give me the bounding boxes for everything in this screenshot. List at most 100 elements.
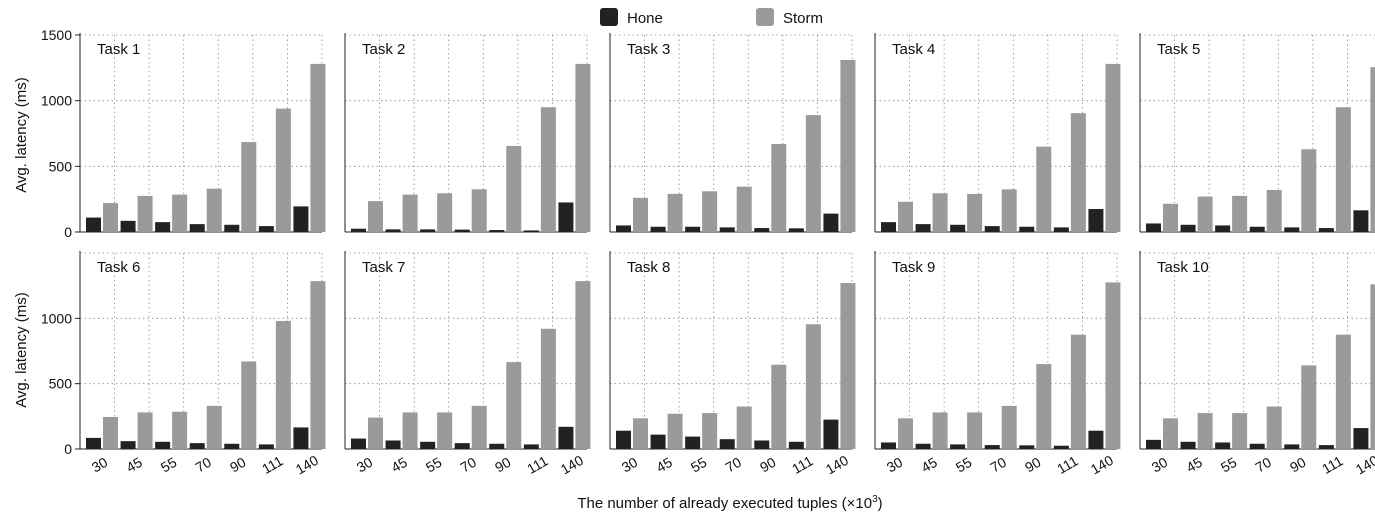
- x-tick-label: 30: [1149, 454, 1171, 476]
- bar-storm: [1232, 195, 1248, 232]
- bar-hone: [823, 213, 839, 232]
- x-tick-label: 140: [558, 452, 586, 478]
- bar-hone: [950, 444, 966, 449]
- bar-hone: [558, 202, 574, 232]
- bar-hone: [454, 229, 470, 232]
- legend-label-storm: Storm: [783, 10, 823, 27]
- bar-hone: [1146, 439, 1161, 449]
- x-axis-label: The number of already executed tuples (×…: [577, 494, 882, 512]
- x-tick-label: 70: [457, 454, 479, 476]
- bar-storm: [967, 412, 983, 449]
- bar-storm: [633, 197, 648, 232]
- bar-hone: [1318, 228, 1334, 232]
- bar-hone: [823, 419, 839, 449]
- panel-title: Task 5: [1157, 41, 1200, 58]
- bar-storm: [1105, 63, 1121, 232]
- y-tick-label: 0: [64, 224, 72, 240]
- x-tick-label: 45: [388, 454, 410, 476]
- y-axis-label-top: Avg. latency (ms): [13, 77, 30, 193]
- panel-task-7: 30 45 55 70 90 111 140 Task 7: [344, 251, 591, 478]
- bar-storm: [805, 115, 821, 232]
- panel-title: Task 1: [97, 41, 140, 58]
- panel-task-5: Task 5: [1139, 33, 1375, 233]
- x-tick-label: 140: [1088, 452, 1116, 478]
- bar-hone: [489, 230, 505, 232]
- bar-hone: [1019, 226, 1035, 232]
- bar-hone: [1249, 443, 1265, 449]
- bar-hone: [454, 443, 470, 449]
- bar-storm: [736, 186, 752, 232]
- panel-task-2: Task 2: [344, 33, 591, 233]
- bar-storm: [1370, 67, 1375, 232]
- bar-storm: [736, 406, 752, 449]
- bar-storm: [1197, 196, 1213, 232]
- bar-hone: [224, 224, 240, 232]
- x-axis-label-close: ): [878, 495, 883, 512]
- bar-hone: [1249, 226, 1265, 232]
- bar-hone: [754, 228, 770, 232]
- bar-storm: [368, 417, 383, 449]
- x-tick-label: 45: [653, 454, 675, 476]
- bar-storm: [172, 194, 188, 232]
- bar-hone: [915, 224, 931, 232]
- bar-hone: [189, 224, 205, 232]
- x-tick-label: 90: [757, 454, 779, 476]
- bar-hone: [155, 441, 171, 449]
- bar-storm: [1163, 203, 1178, 232]
- bar-storm: [206, 188, 222, 232]
- bar-hone: [788, 441, 804, 449]
- bar-hone: [650, 226, 666, 232]
- x-axis-label-text: The number of already executed tuples (×…: [577, 495, 872, 512]
- x-tick-label: 30: [89, 454, 111, 476]
- bar-storm: [633, 418, 648, 449]
- x-tick-label: 140: [293, 452, 321, 478]
- bar-storm: [575, 63, 591, 232]
- bar-hone: [523, 230, 539, 232]
- bar-hone: [1146, 223, 1161, 232]
- bar-hone: [1180, 441, 1196, 449]
- bar-storm: [1301, 365, 1317, 449]
- bar-storm: [172, 411, 188, 449]
- y-tick-label: 1000: [41, 93, 72, 109]
- panel-title: Task 4: [892, 41, 935, 58]
- bar-storm: [540, 107, 556, 232]
- x-tick-label: 90: [227, 454, 249, 476]
- bar-hone: [685, 226, 701, 232]
- panel-title: Task 7: [362, 259, 405, 276]
- panel-title: Task 9: [892, 259, 935, 276]
- x-tick-label: 70: [722, 454, 744, 476]
- bar-storm: [103, 203, 118, 232]
- x-tick-label: 30: [354, 454, 376, 476]
- legend-swatch-storm: [756, 8, 774, 26]
- x-tick-label: 90: [1022, 454, 1044, 476]
- bar-storm: [137, 412, 153, 449]
- chart-legend: Hone Storm: [600, 8, 823, 27]
- bar-hone: [616, 430, 631, 449]
- bar-storm: [137, 195, 153, 232]
- bar-hone: [1019, 445, 1035, 449]
- bar-hone: [1088, 209, 1104, 232]
- bar-hone: [86, 437, 101, 449]
- x-tick-label: 70: [987, 454, 1009, 476]
- panel-task-8: 30 45 55 70 90 111 140 Task 8: [609, 251, 856, 477]
- bar-storm: [506, 145, 522, 232]
- bar-storm: [1266, 406, 1282, 449]
- x-axis-label-superscript: 3: [872, 494, 878, 505]
- bar-hone: [650, 434, 666, 449]
- bar-storm: [1036, 146, 1052, 232]
- bar-hone: [915, 443, 931, 449]
- panel-title: Task 3: [627, 41, 670, 58]
- bar-storm: [275, 108, 291, 232]
- bar-hone: [258, 444, 274, 449]
- bar-storm: [1105, 282, 1121, 449]
- y-tick-label: 1000: [41, 310, 72, 326]
- bar-storm: [1163, 418, 1178, 449]
- bar-storm: [310, 281, 326, 449]
- bar-storm: [1266, 189, 1282, 232]
- bar-hone: [1284, 227, 1300, 232]
- bar-hone: [984, 226, 1000, 232]
- bar-hone: [881, 442, 896, 449]
- bar-hone: [984, 445, 1000, 449]
- bar-storm: [1070, 334, 1086, 449]
